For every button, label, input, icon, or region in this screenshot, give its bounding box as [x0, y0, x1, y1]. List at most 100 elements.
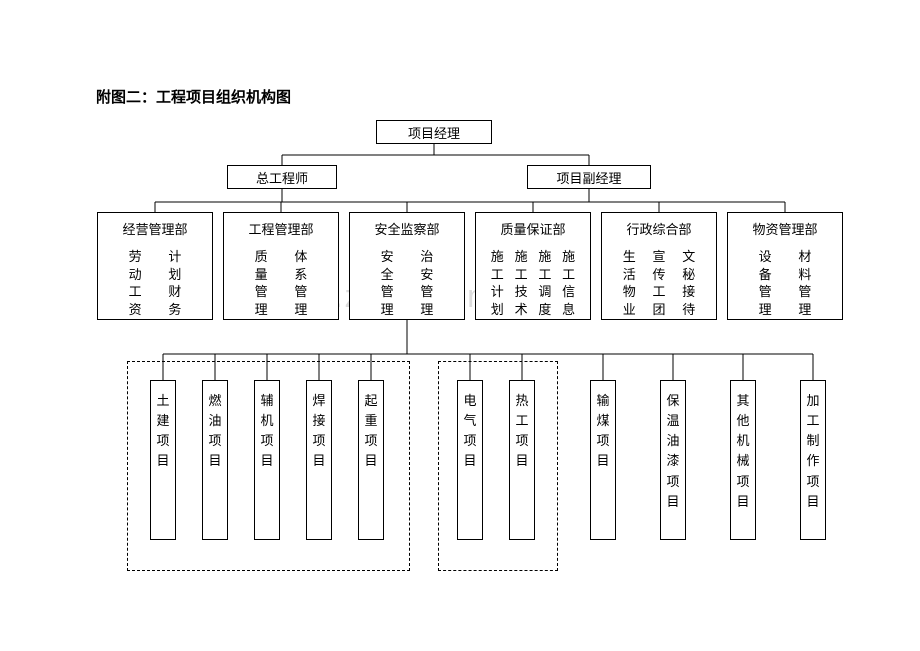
department-box: 工程管理部质量管理体系管理 — [223, 212, 339, 320]
department-column-char: 管 — [255, 283, 268, 301]
department-column-char: 术 — [515, 301, 528, 319]
department-columns: 质量管理 体系管理 — [224, 248, 338, 326]
department-column-char: 信 — [562, 283, 575, 301]
project-label-char: 项 — [364, 431, 377, 451]
department-column-char: 工 — [491, 266, 504, 284]
department-column-char: 动 — [129, 266, 142, 284]
department-column-char: 理 — [759, 301, 772, 319]
project-label-char: 他 — [736, 411, 749, 431]
department-column-char: 宣 — [652, 248, 665, 266]
department-column: 文秘接待 — [682, 248, 695, 318]
department-columns: 劳动工资计划财务 — [98, 248, 212, 326]
project-label-char: 项 — [806, 472, 819, 492]
department-column-char: 资 — [129, 301, 142, 319]
department-column-char: 劳 — [129, 248, 142, 266]
department-column: 施工信息 — [562, 248, 575, 318]
department-column-char: 工 — [562, 266, 575, 284]
department-columns: 设备管理材料管理 — [728, 248, 842, 326]
department-column-char: 工 — [652, 283, 665, 301]
department-column-char: 料 — [798, 266, 811, 284]
node-chief-label: 总工程师 — [256, 168, 308, 187]
project-label-char: 起 — [364, 391, 377, 411]
department-column-char: 调 — [538, 283, 551, 301]
department-column: 设备管理 — [759, 248, 772, 318]
department-column-char: 施 — [562, 248, 575, 266]
department-column-char: 技 — [515, 283, 528, 301]
department-column-char: 设 — [759, 248, 772, 266]
department-column-char: 体 — [294, 248, 307, 266]
department-column-char: 施 — [515, 248, 528, 266]
project-box: 起重项目 — [358, 380, 384, 540]
project-box: 燃油项目 — [202, 380, 228, 540]
project-label-char: 漆 — [666, 451, 679, 471]
department-column-char: 文 — [682, 248, 695, 266]
project-label-char: 目 — [463, 451, 476, 471]
department-column-char: 划 — [491, 301, 504, 319]
department-column-char: 物 — [623, 283, 636, 301]
project-label-char: 项 — [312, 431, 325, 451]
project-label-char: 工 — [515, 411, 528, 431]
project-box: 土建项目 — [150, 380, 176, 540]
project-label-char: 项 — [666, 472, 679, 492]
department-column-char: 管 — [759, 283, 772, 301]
department-column: 体系管理 — [294, 248, 307, 318]
department-column-char: 理 — [798, 301, 811, 319]
department-column-char: 务 — [168, 301, 181, 319]
project-box: 辅机项目 — [254, 380, 280, 540]
project-label-char: 作 — [806, 451, 819, 471]
project-label-char: 目 — [312, 451, 325, 471]
project-label-char: 项 — [156, 431, 169, 451]
department-column: 宣传工团 — [652, 248, 665, 318]
department-column-char: 计 — [491, 283, 504, 301]
department-column-char: 工 — [538, 266, 551, 284]
department-column-char: 息 — [562, 301, 575, 319]
department-column: 计划财务 — [168, 248, 181, 318]
department-column: 材料管理 — [798, 248, 811, 318]
project-label-char: 建 — [156, 411, 169, 431]
department-column-char: 系 — [294, 266, 307, 284]
project-label-char: 保 — [666, 391, 679, 411]
department-column: 安全管理 — [381, 248, 394, 318]
department-column-char: 管 — [420, 283, 433, 301]
department-column-char: 待 — [682, 301, 695, 319]
department-column-char: 业 — [623, 301, 636, 319]
department-column-char: 安 — [381, 248, 394, 266]
project-label-char: 项 — [260, 431, 273, 451]
project-label-char: 目 — [515, 451, 528, 471]
department-box: 物资管理部设备管理材料管理 — [727, 212, 843, 320]
department-column-char: 治 — [420, 248, 433, 266]
project-box: 输煤项目 — [590, 380, 616, 540]
project-label-char: 机 — [736, 431, 749, 451]
project-label-char: 输 — [596, 391, 609, 411]
department-column-char: 理 — [381, 301, 394, 319]
department-name: 质量保证部 — [476, 213, 590, 248]
project-label-char: 电 — [463, 391, 476, 411]
department-box: 安全监察部安全管理治安管理 — [349, 212, 465, 320]
project-label-char: 目 — [806, 492, 819, 512]
project-label-char: 项 — [463, 431, 476, 451]
department-column-char: 接 — [682, 283, 695, 301]
project-label-char: 气 — [463, 411, 476, 431]
department-column: 施工计划 — [491, 248, 504, 318]
project-label-char: 热 — [515, 391, 528, 411]
project-label-char: 煤 — [596, 411, 609, 431]
project-label-char: 目 — [156, 451, 169, 471]
project-box: 其他机械项目 — [730, 380, 756, 540]
node-deputy-manager: 项目副经理 — [527, 165, 651, 189]
department-column-char: 备 — [759, 266, 772, 284]
department-box: 行政综合部生活物业宣传工团文秘接待 — [601, 212, 717, 320]
department-box: 经营管理部劳动工资计划财务 — [97, 212, 213, 320]
department-column-char: 管 — [294, 283, 307, 301]
project-label-char: 目 — [596, 451, 609, 471]
department-column-char: 全 — [381, 266, 394, 284]
department-column-char: 安 — [420, 266, 433, 284]
project-label-char: 土 — [156, 391, 169, 411]
project-label-char: 项 — [596, 431, 609, 451]
node-root-label: 项目经理 — [408, 123, 460, 142]
department-column-char: 活 — [623, 266, 636, 284]
project-label-char: 辅 — [260, 391, 273, 411]
department-column: 质量管理 — [255, 248, 268, 318]
project-label-char: 接 — [312, 411, 325, 431]
project-label-char: 制 — [806, 431, 819, 451]
department-column-char: 管 — [798, 283, 811, 301]
